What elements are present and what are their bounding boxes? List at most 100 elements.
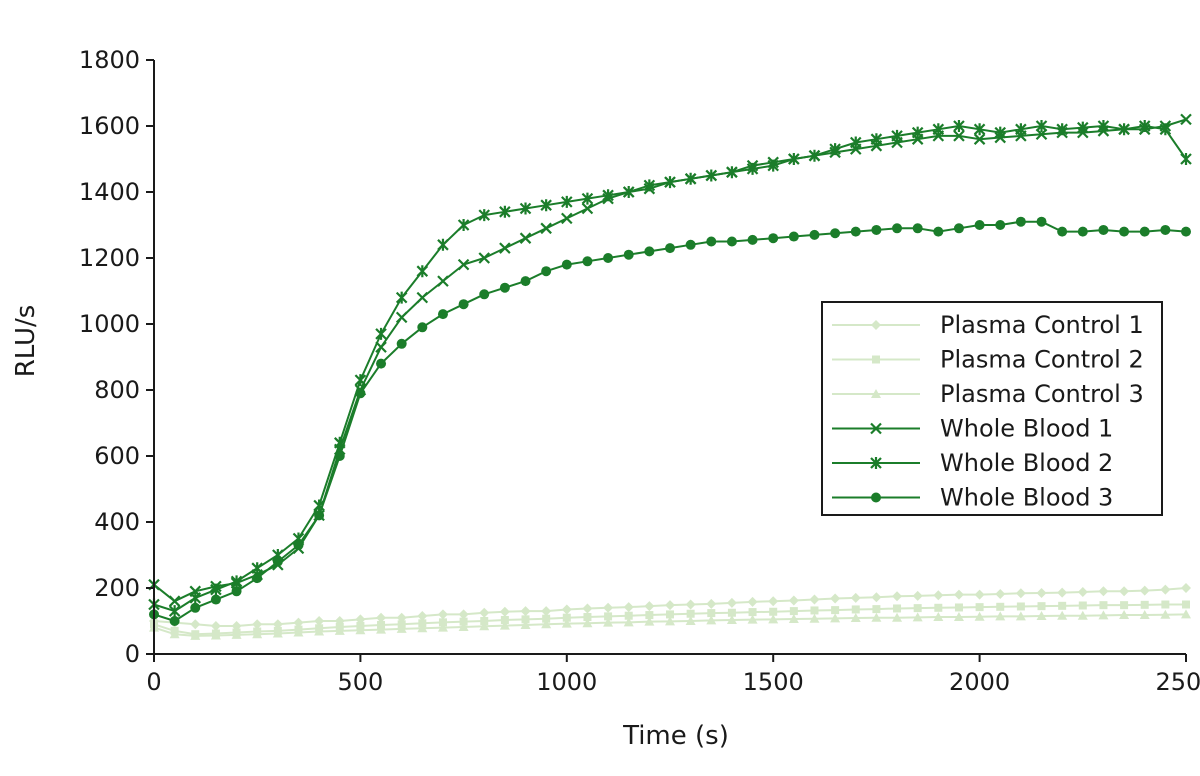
data-point xyxy=(644,616,655,626)
data-point xyxy=(478,252,491,264)
axes: 0 200 400 600 800 1000 1200 1400 1600 1800 0 500 10… xyxy=(79,46,1200,696)
data-point xyxy=(459,617,468,626)
series-plasma-control-3 xyxy=(149,609,1191,640)
legend-label: Whole Blood 3 xyxy=(940,484,1113,512)
legend-label: Whole Blood 1 xyxy=(940,415,1113,443)
data-point xyxy=(561,195,573,208)
data-point xyxy=(1138,120,1151,132)
data-point xyxy=(973,123,986,136)
data-point xyxy=(376,358,387,369)
data-point xyxy=(912,223,923,234)
data-point xyxy=(994,126,1007,139)
data-point xyxy=(583,613,592,622)
data-point xyxy=(707,609,716,618)
data-point xyxy=(665,600,675,611)
data-point xyxy=(582,618,593,628)
data-point xyxy=(458,609,469,620)
data-point xyxy=(581,202,594,215)
data-point xyxy=(684,172,697,185)
data-point xyxy=(354,374,367,387)
y-tick-label: 1600 xyxy=(79,112,140,140)
data-point xyxy=(190,619,201,630)
data-point xyxy=(1077,586,1088,597)
data-point xyxy=(1118,123,1130,136)
data-point xyxy=(293,540,304,551)
data-point xyxy=(809,594,820,605)
data-point xyxy=(830,228,841,239)
data-point xyxy=(602,189,614,202)
data-point xyxy=(603,253,614,263)
data-point xyxy=(1077,121,1089,134)
data-point xyxy=(768,233,779,244)
data-point xyxy=(995,611,1006,621)
data-point xyxy=(561,618,572,628)
data-point xyxy=(644,246,655,257)
data-point xyxy=(355,625,366,635)
data-point xyxy=(314,510,325,521)
data-point xyxy=(272,556,283,567)
data-point xyxy=(1139,610,1150,620)
data-point xyxy=(604,612,613,621)
data-point xyxy=(519,202,532,215)
data-point xyxy=(210,583,222,596)
y-tick-label: 200 xyxy=(94,574,140,602)
data-point xyxy=(417,611,428,622)
data-point xyxy=(788,595,799,606)
data-point xyxy=(954,603,963,612)
data-point xyxy=(973,133,986,145)
data-point xyxy=(768,614,779,624)
data-point xyxy=(416,291,429,304)
y-tick-label: 800 xyxy=(94,376,140,404)
data-point xyxy=(871,592,882,603)
data-point xyxy=(746,162,759,175)
data-point xyxy=(870,133,883,146)
data-point xyxy=(1056,123,1068,136)
data-point xyxy=(747,614,758,624)
data-point xyxy=(582,603,593,614)
data-point xyxy=(190,602,201,613)
data-point xyxy=(457,258,470,271)
data-point xyxy=(293,617,304,628)
legend-label: Plasma Control 3 xyxy=(940,380,1144,408)
data-point xyxy=(520,606,531,617)
legend-marker xyxy=(872,355,880,364)
data-point xyxy=(190,630,201,640)
data-point xyxy=(644,601,655,612)
data-point xyxy=(480,617,489,625)
data-point xyxy=(872,605,881,614)
data-point xyxy=(540,222,552,235)
data-point xyxy=(499,205,511,218)
data-point xyxy=(953,612,964,622)
data-point xyxy=(210,630,221,640)
data-point xyxy=(1181,226,1191,237)
legend-label: Whole Blood 2 xyxy=(940,449,1113,477)
data-point xyxy=(953,589,964,600)
data-point xyxy=(1120,601,1129,610)
data-point xyxy=(706,236,717,247)
data-point xyxy=(788,231,799,242)
data-point xyxy=(788,153,800,165)
data-point xyxy=(437,622,448,632)
legend-label: Plasma Control 2 xyxy=(940,346,1144,374)
data-point xyxy=(1160,224,1171,235)
data-point xyxy=(1160,609,1171,619)
data-point xyxy=(396,623,407,633)
data-point xyxy=(1098,610,1109,620)
data-point xyxy=(808,149,821,162)
data-point xyxy=(541,619,552,629)
data-point xyxy=(953,223,964,234)
legend-label: Plasma Control 1 xyxy=(940,311,1144,339)
data-point xyxy=(437,238,449,251)
data-point xyxy=(520,619,531,629)
data-point xyxy=(685,616,696,625)
legend-marker xyxy=(870,457,882,469)
data-point xyxy=(1119,610,1130,620)
data-point xyxy=(561,212,573,225)
y-axis-title: RLU/s xyxy=(11,305,41,378)
data-point xyxy=(849,136,862,149)
data-point xyxy=(334,625,345,635)
data-point xyxy=(478,209,491,222)
data-point xyxy=(953,130,965,142)
data-point xyxy=(726,166,738,179)
data-point xyxy=(726,236,737,247)
